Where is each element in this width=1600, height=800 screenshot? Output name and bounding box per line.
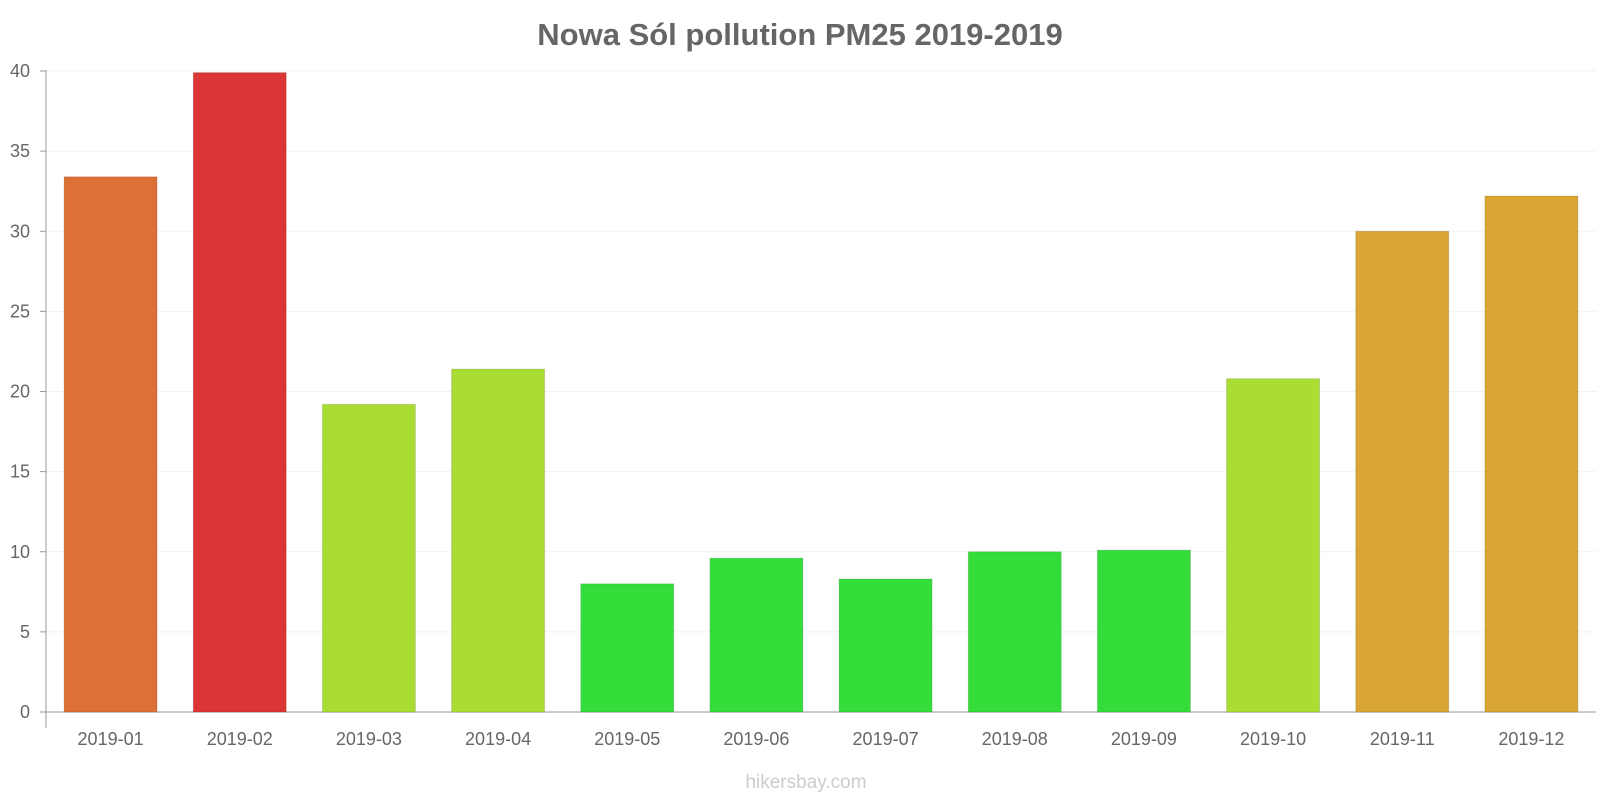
bar-2019-12[interactable] [1484,195,1579,713]
x-tick-label: 2019-09 [1111,729,1177,749]
x-tick-label: 2019-08 [982,729,1048,749]
y-tick-label: 20 [10,382,30,402]
y-tick-label: 15 [10,462,30,482]
bar-2019-09[interactable] [1096,549,1191,713]
y-tick-label: 5 [20,622,30,642]
y-tick-label: 0 [20,702,30,722]
bar-2019-11[interactable] [1355,230,1450,713]
y-tick-label: 35 [10,141,30,161]
y-tick-label: 25 [10,301,30,321]
bar-2019-05[interactable] [580,583,675,713]
bar-2019-01[interactable] [63,176,158,713]
bar-2019-04[interactable] [451,368,546,713]
x-tick-label: 2019-12 [1498,729,1564,749]
x-axis-ticks: 2019-01 2019-02 2019-03 2019-04 2019-05 2019-… [78,729,1565,749]
bar-2019-08[interactable] [967,551,1062,713]
watermark: hikersbay.com [745,772,866,793]
bar-2019-03[interactable] [321,403,416,713]
x-tick-label: 2019-07 [853,729,919,749]
bars [63,72,1579,713]
bar-2019-02[interactable] [192,72,287,713]
y-tick-label: 10 [10,542,30,562]
y-tick-label: 40 [10,61,30,81]
gridlines [46,70,1596,633]
x-tick-label: 2019-10 [1240,729,1306,749]
x-tick-label: 2019-02 [207,729,273,749]
x-tick-label: 2019-06 [723,729,789,749]
x-tick-label: 2019-03 [336,729,402,749]
bar-2019-06[interactable] [709,557,804,713]
bar-2019-10[interactable] [1226,378,1321,713]
x-tick-label: 2019-11 [1370,729,1435,749]
y-tick-label: 30 [10,221,30,241]
x-tick-label: 2019-05 [594,729,660,749]
x-tick-label: 2019-04 [465,729,531,749]
bar-2019-07[interactable] [838,578,933,713]
chart-title: Nowa Sól pollution PM25 2019-2019 [537,17,1062,52]
y-axis-ticks: 0 5 10 15 20 25 30 35 40 [10,61,46,722]
x-tick-label: 2019-01 [78,729,144,749]
